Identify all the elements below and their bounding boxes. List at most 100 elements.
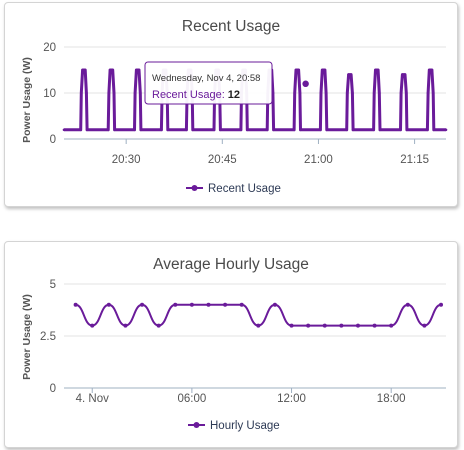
x-tick-label: 20:45 xyxy=(208,154,237,166)
data-point xyxy=(355,323,360,328)
data-point xyxy=(62,128,66,132)
data-point xyxy=(320,68,324,72)
legend-marker xyxy=(191,185,198,191)
data-point xyxy=(347,73,350,76)
data-point xyxy=(374,68,377,72)
y-tick-label: 10 xyxy=(43,88,56,100)
data-point xyxy=(431,91,435,95)
y-tick-label: 5 xyxy=(50,279,56,291)
data-point xyxy=(439,302,444,307)
x-axis-ticks: 20:30 20:45 21:00 21:15 xyxy=(112,139,429,166)
data-point xyxy=(272,128,275,132)
data-point xyxy=(403,73,407,76)
data-point xyxy=(85,128,89,132)
legend[interactable]: Recent Usage xyxy=(186,183,281,195)
chart-title: Recent Usage xyxy=(182,18,280,35)
data-point xyxy=(399,128,402,132)
series-hourly-usage xyxy=(73,302,444,328)
data-point xyxy=(133,128,136,132)
tooltip-box xyxy=(144,61,273,105)
data-point xyxy=(191,128,195,132)
x-axis-ticks: 4. Nov 06:00 12:00 18:00 xyxy=(76,388,406,405)
x-tick-label: 21:00 xyxy=(304,154,333,166)
data-point xyxy=(430,68,434,72)
data-point xyxy=(160,128,163,132)
tooltip-label: Recent Usage: xyxy=(152,89,225,101)
data-point xyxy=(166,128,170,132)
y-axis-ticks: 0 10 20 xyxy=(43,42,56,146)
legend-label[interactable]: Recent Usage xyxy=(208,183,281,195)
x-tick-label: 21:15 xyxy=(400,154,429,166)
data-point xyxy=(306,323,311,328)
data-point xyxy=(294,68,298,72)
data-point xyxy=(378,128,382,132)
data-point xyxy=(133,91,137,95)
x-tick-label: 12:00 xyxy=(277,393,306,405)
y-tick-label: 0 xyxy=(50,383,56,395)
data-point xyxy=(256,323,261,328)
data-point xyxy=(372,323,377,328)
data-point xyxy=(405,302,410,307)
data-point xyxy=(389,323,394,328)
data-point xyxy=(85,91,88,95)
data-point xyxy=(324,91,328,95)
data-point xyxy=(428,68,431,72)
data-point xyxy=(404,91,408,95)
data-point xyxy=(206,302,211,307)
recent-usage-chart: Recent Usage Power Usage (W) 0 10 20 20:30… xyxy=(21,18,448,195)
data-point xyxy=(79,128,82,132)
data-point xyxy=(219,128,222,132)
legend[interactable]: Hourly Usage xyxy=(188,420,280,432)
data-point xyxy=(212,128,216,132)
data-point xyxy=(73,302,78,307)
data-point xyxy=(345,91,349,95)
x-tick-label: 18:00 xyxy=(377,393,406,405)
data-point xyxy=(319,128,322,132)
data-point xyxy=(173,302,178,307)
data-point xyxy=(299,128,302,132)
data-point xyxy=(432,128,436,132)
data-point xyxy=(135,68,138,72)
series-line xyxy=(75,303,442,327)
recent-usage-card: Recent Usage Power Usage (W) 0 10 20 20:30… xyxy=(4,2,458,207)
data-point xyxy=(223,302,228,307)
data-point xyxy=(81,68,84,72)
data-point xyxy=(444,128,448,132)
data-point xyxy=(325,128,329,132)
data-point xyxy=(111,68,115,72)
hover-point[interactable] xyxy=(300,79,311,89)
data-point xyxy=(138,91,142,95)
tooltip-date: Wednesday, Nov 4, 20:58 xyxy=(152,73,260,84)
data-point xyxy=(322,323,327,328)
x-tick-label: 06:00 xyxy=(177,393,206,405)
legend-label[interactable]: Hourly Usage xyxy=(210,420,280,432)
x-tick-label: 4. Nov xyxy=(76,393,109,405)
data-point xyxy=(351,91,354,95)
data-point xyxy=(401,73,404,76)
data-point xyxy=(113,128,116,132)
data-point xyxy=(112,91,116,95)
y-axis-ticks: 02.55 xyxy=(40,279,56,395)
data-point xyxy=(107,91,111,95)
data-point xyxy=(139,128,143,132)
legend-marker xyxy=(193,422,200,428)
data-point xyxy=(272,302,277,307)
data-point xyxy=(292,128,296,132)
data-point xyxy=(185,128,188,132)
data-point xyxy=(265,128,269,132)
data-point xyxy=(246,128,249,132)
data-point xyxy=(349,73,353,76)
data-point xyxy=(90,323,95,328)
data-point xyxy=(378,91,381,95)
data-point xyxy=(422,323,427,328)
data-point xyxy=(376,68,380,72)
data-point xyxy=(426,91,430,95)
data-point xyxy=(372,91,376,95)
grid xyxy=(64,283,446,389)
chart-title: Average Hourly Usage xyxy=(153,256,309,273)
y-axis-title: Power Usage (W) xyxy=(21,57,33,143)
data-point xyxy=(426,128,429,132)
data-point xyxy=(289,323,294,328)
data-point xyxy=(189,302,194,307)
data-point xyxy=(140,302,145,307)
